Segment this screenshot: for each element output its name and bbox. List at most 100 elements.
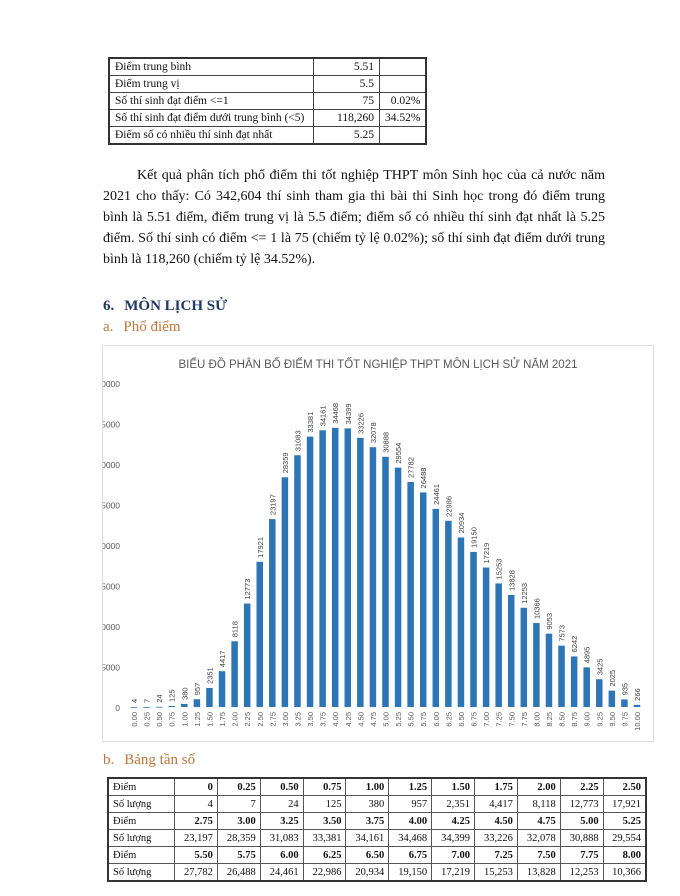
count-cell: 24,461	[259, 863, 304, 882]
y-tick-label: 30000	[102, 460, 120, 470]
bar	[621, 699, 628, 707]
x-tick-label: 2.00	[231, 712, 240, 727]
score-distribution-chart: BIỂU ĐỒ PHÂN BỐ ĐIỂM THI TỐT NGHIỆP THPT…	[102, 345, 654, 742]
y-tick-label: 20000	[102, 541, 120, 551]
score-cell: 0.50	[259, 777, 304, 796]
data-label: 266	[633, 688, 642, 701]
x-tick-label: 6.00	[432, 712, 441, 727]
data-label: 20934	[457, 513, 466, 534]
stats-row: Số thí sinh đạt điểm dưới trung bình (<5…	[108, 109, 427, 127]
count-row: Số lượng 4 7 24 125 380 957 2,351 4,417 8,118 12,7…	[107, 795, 647, 813]
data-label: 24	[155, 694, 164, 702]
x-tick-label: 4.50	[356, 712, 365, 727]
x-tick-label: 8.25	[545, 712, 554, 727]
score-cell: 2.25	[559, 777, 604, 796]
count-cell: 23,197	[174, 829, 218, 847]
analysis-paragraph: Kết quả phân tích phổ điểm thi tốt nghiệ…	[103, 165, 605, 270]
data-label: 33381	[306, 412, 315, 433]
section-number: 6.	[103, 298, 115, 314]
bar	[193, 699, 201, 707]
score-cell: 1.00	[345, 777, 390, 796]
score-cell: 8.00	[602, 846, 647, 864]
data-label: 935	[620, 683, 629, 696]
bar	[281, 477, 289, 707]
data-label: 32078	[369, 422, 378, 443]
data-label: 2025	[608, 670, 617, 687]
section-heading: 6. MÔN LỊCH SỬ	[103, 298, 227, 315]
stat-value: 5.25	[313, 126, 380, 145]
score-cell: 4.00	[388, 812, 433, 830]
bar	[243, 603, 251, 707]
data-label: 12773	[243, 579, 252, 600]
score-cell: 2.75	[174, 812, 218, 830]
bar	[508, 594, 515, 707]
bar	[143, 706, 150, 708]
x-tick-label: 4.75	[369, 712, 378, 727]
count-cell: 32,078	[516, 829, 561, 847]
stat-label: Điểm trung bình	[108, 57, 314, 76]
subheading-number: b.	[103, 752, 115, 768]
data-label: 13828	[507, 570, 516, 591]
score-cell: 1.25	[388, 777, 433, 796]
score-cell: 1.75	[474, 777, 518, 796]
y-tick-label: 40000	[102, 379, 120, 389]
data-label: 34468	[331, 403, 340, 424]
score-cell: 3.50	[302, 812, 347, 830]
x-tick-label: 2.50	[256, 712, 265, 727]
data-label: 15253	[495, 559, 504, 580]
bar	[130, 706, 138, 708]
stat-value: 5.51	[313, 57, 380, 76]
data-label: 30888	[382, 432, 391, 453]
data-label: 34399	[344, 404, 353, 425]
score-cell: 4.75	[516, 812, 561, 830]
count-cell: 20,934	[345, 863, 390, 882]
bar	[419, 492, 427, 707]
y-tick-label: 15000	[102, 582, 120, 592]
bar	[470, 551, 477, 707]
data-label: 4895	[583, 647, 592, 664]
section-title: MÔN LỊCH SỬ	[124, 298, 228, 314]
count-cell: 17,921	[602, 795, 647, 813]
data-label: 380	[180, 687, 189, 700]
bar	[331, 427, 339, 707]
score-cell: 4.50	[474, 812, 518, 830]
x-tick-label: 2.25	[243, 712, 252, 727]
x-tick-label: 7.00	[482, 712, 491, 727]
x-tick-label: 5.00	[382, 712, 391, 727]
stat-value: 118,260	[313, 109, 380, 127]
count-row: Số lượng 27,782 26,488 24,461 22,986 20,934 19…	[107, 863, 647, 882]
data-label: 7573	[558, 625, 567, 642]
bar	[596, 679, 603, 707]
x-tick-label: 1.25	[193, 712, 202, 727]
stat-percent	[379, 126, 427, 145]
stat-percent	[379, 75, 427, 93]
bar	[545, 633, 553, 707]
data-label: 17921	[256, 537, 265, 558]
data-label: 24461	[432, 484, 441, 505]
x-tick-label: 6.25	[444, 712, 453, 727]
subheading-title: Phổ điểm	[123, 319, 181, 335]
score-cell: 5.75	[216, 846, 261, 864]
data-label: 26488	[419, 468, 428, 489]
count-cell: 19,150	[388, 863, 433, 882]
bar	[445, 520, 452, 707]
x-tick-label: 6.75	[470, 712, 479, 727]
data-label: 957	[193, 683, 202, 696]
score-cell: 7.50	[516, 846, 561, 864]
x-tick-label: 0.50	[155, 712, 164, 727]
data-label: 19150	[470, 527, 479, 548]
stat-value: 5.5	[313, 75, 380, 93]
bar	[520, 607, 528, 707]
count-cell: 380	[345, 795, 390, 813]
count-cell: 4	[174, 795, 218, 813]
score-cell: 3.25	[259, 812, 304, 830]
bar	[608, 690, 616, 707]
score-cell: 3.75	[345, 812, 390, 830]
data-label: 3425	[595, 659, 604, 676]
count-cell: 29,554	[602, 829, 647, 847]
stats-row: Điểm trung vị 5.5	[108, 75, 427, 93]
count-cell: 125	[302, 795, 347, 813]
count-cell: 33,381	[302, 829, 347, 847]
count-cell: 34,399	[431, 829, 476, 847]
x-tick-label: 5.75	[419, 712, 428, 727]
